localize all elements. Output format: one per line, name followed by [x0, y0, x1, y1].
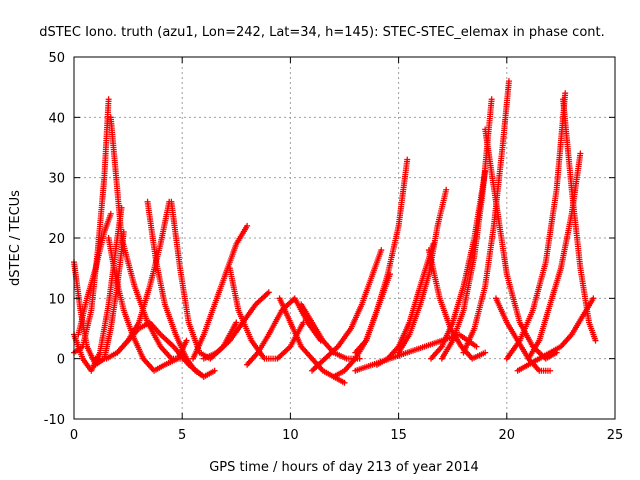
y-tick-label: 50	[48, 51, 65, 66]
x-tick-label: 25	[607, 428, 624, 443]
data-point	[488, 96, 495, 103]
x-axis-title: GPS time / hours of day 213 of year 2014	[209, 460, 479, 475]
data-point	[482, 349, 489, 356]
y-tick-label: 0	[57, 353, 65, 368]
data-point	[244, 222, 251, 229]
data-point	[577, 150, 584, 157]
y-tick-label: 40	[48, 111, 65, 126]
data-point	[590, 295, 597, 302]
axis-ticks	[73, 56, 616, 420]
series-arc-21	[395, 186, 450, 356]
y-axis-title: dSTEC / TECUs	[8, 190, 23, 286]
data-point	[473, 343, 480, 350]
x-tick-label: 15	[390, 428, 407, 443]
series-arc-26	[482, 126, 560, 362]
x-tick-label: 20	[499, 428, 516, 443]
series-arc-32	[492, 295, 554, 374]
series-arc-12	[226, 265, 307, 362]
series-arc-19	[352, 156, 411, 356]
data-point	[200, 373, 207, 380]
series-arc-22	[425, 247, 489, 362]
series-arc-06	[107, 114, 186, 362]
data-point	[378, 247, 385, 254]
data-point	[107, 210, 114, 217]
tick-labels: 0 5 10 15 20 25 -10 0 10 20 30 40 50	[44, 51, 624, 443]
series-arc-29	[525, 150, 584, 362]
data-point	[105, 96, 112, 103]
data-point	[233, 319, 240, 326]
series-arc-13	[200, 289, 272, 362]
data-point	[547, 367, 554, 374]
x-tick-label: 0	[70, 428, 78, 443]
data-point	[211, 367, 218, 374]
series-arc-28	[560, 96, 599, 344]
series-arc-17	[309, 247, 385, 374]
data-point	[443, 186, 450, 193]
data-point	[265, 289, 272, 296]
series-arc-04	[75, 210, 114, 338]
data-point	[404, 156, 411, 163]
chart-title: dSTEC Iono. truth (azu1, Lon=242, Lat=34…	[39, 25, 605, 40]
data-points	[71, 78, 599, 386]
data-point	[505, 78, 512, 85]
data-point	[183, 337, 190, 344]
series-arc-11	[190, 222, 251, 362]
x-tick-label: 5	[178, 428, 186, 443]
x-tick-label: 10	[282, 428, 299, 443]
y-tick-label: 10	[48, 292, 65, 307]
data-point	[562, 90, 569, 97]
y-tick-label: -10	[44, 413, 65, 428]
y-tick-label: 30	[48, 172, 65, 187]
series-arc-10	[114, 319, 207, 380]
data-point	[341, 379, 348, 386]
series-arc-27	[503, 90, 569, 362]
series-arc-23	[428, 168, 489, 362]
series-arc-31	[352, 331, 480, 374]
data-point	[592, 337, 599, 344]
y-tick-label: 20	[48, 232, 65, 247]
